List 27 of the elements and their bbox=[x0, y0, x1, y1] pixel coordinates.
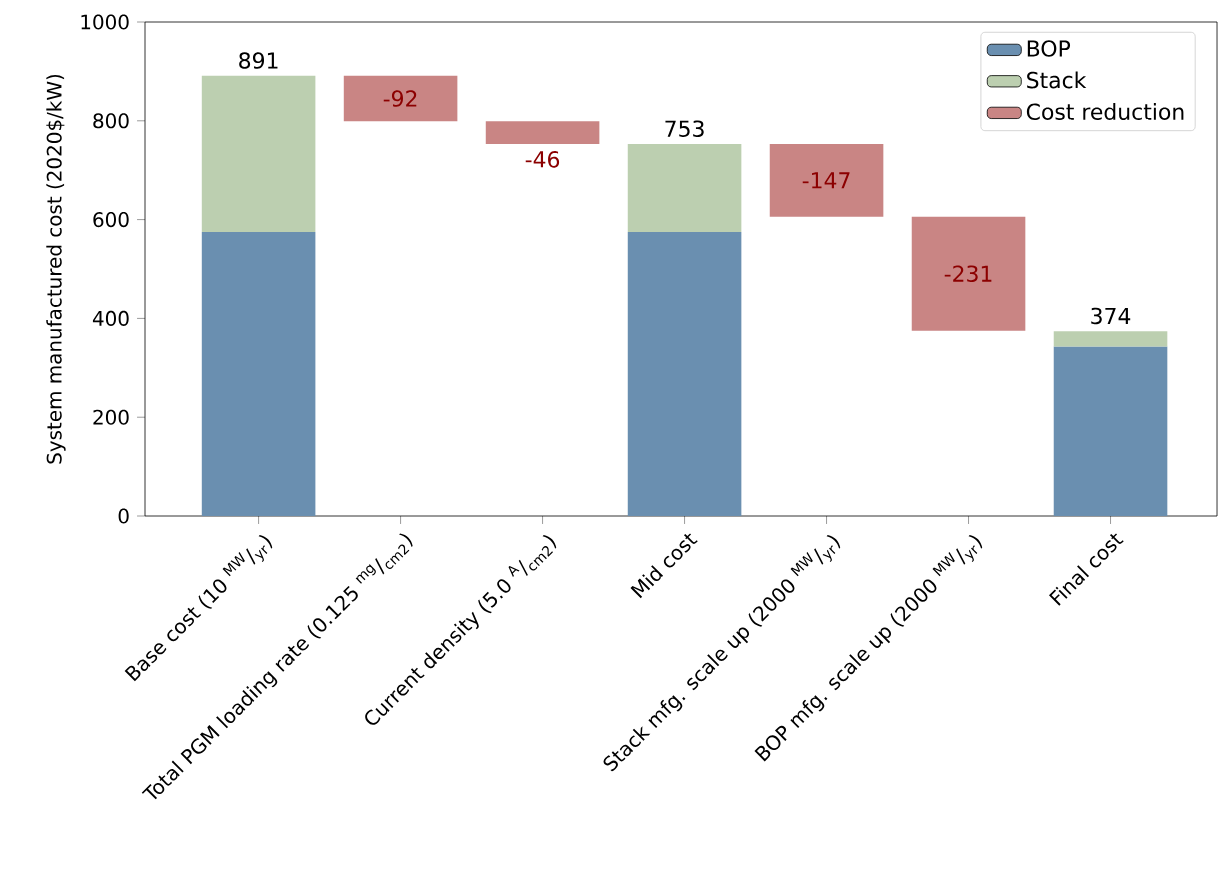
y-axis-title: System manufactured cost (2020$/kW) bbox=[46, 74, 66, 464]
bar bbox=[1053, 331, 1168, 347]
data-label: -46 bbox=[525, 151, 560, 168]
y-tick-label: 0 bbox=[118, 508, 129, 524]
bar bbox=[1053, 346, 1168, 516]
bar bbox=[201, 231, 316, 516]
data-label: -231 bbox=[944, 265, 992, 282]
bar bbox=[343, 75, 458, 122]
y-tick-label: 1000 bbox=[81, 14, 129, 30]
bar bbox=[485, 121, 600, 145]
y-tick-label: 200 bbox=[93, 409, 129, 425]
y-tick-label: 600 bbox=[93, 212, 129, 228]
data-label: -92 bbox=[383, 90, 417, 107]
data-label: -147 bbox=[802, 172, 850, 189]
legend-label: Cost reduction bbox=[1026, 103, 1184, 121]
y-tick-label: 800 bbox=[93, 113, 129, 129]
total-label: 374 bbox=[1091, 307, 1131, 325]
bar bbox=[769, 144, 884, 217]
y-tick-label: 400 bbox=[92, 310, 129, 326]
bar bbox=[201, 75, 316, 232]
bar bbox=[627, 231, 742, 516]
legend-label: BOP bbox=[1027, 40, 1071, 57]
legend-label: Stack bbox=[1027, 71, 1087, 89]
total-label: 753 bbox=[665, 120, 704, 137]
total-label: 891 bbox=[239, 52, 278, 69]
bar bbox=[911, 216, 1026, 331]
bar bbox=[627, 144, 742, 232]
